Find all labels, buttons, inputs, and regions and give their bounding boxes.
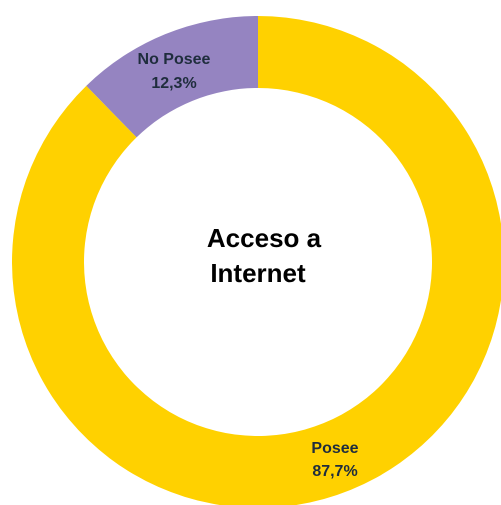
label-posee-name: Posee bbox=[311, 440, 358, 457]
center-title-line-2: Internet bbox=[210, 258, 306, 288]
label-no-posee-value: 12,3% bbox=[151, 75, 196, 92]
label-no-posee-name: No Posee bbox=[138, 51, 211, 68]
label-posee-value: 87,7% bbox=[312, 463, 357, 480]
center-title-line-1: Acceso a bbox=[207, 223, 322, 253]
center-title: Acceso a Internet bbox=[207, 223, 322, 288]
